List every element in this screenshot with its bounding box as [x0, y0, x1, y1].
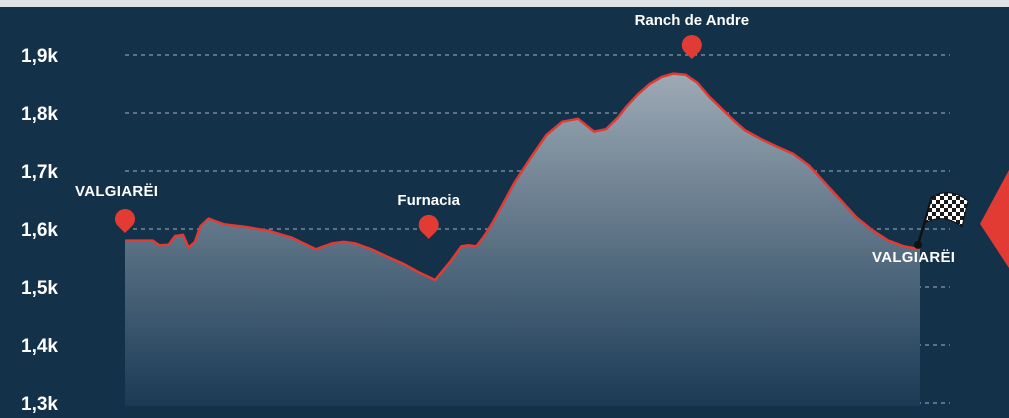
y-tick-label: 1,3k [21, 394, 58, 415]
y-tick-label: 1,7k [21, 162, 58, 183]
y-tick-label: 1,6k [21, 220, 58, 241]
poi-label: Furnacia [397, 192, 460, 209]
annotation-finish: VALGIARËI [872, 170, 1009, 268]
y-tick-label: 1,9k [21, 46, 58, 67]
annotation-poi: Furnacia [397, 192, 461, 239]
annotation-poi: Ranch de Andre [635, 12, 749, 60]
poi-label: Ranch de Andre [635, 12, 749, 29]
start-label: VALGIARËI [75, 183, 158, 200]
top-strip [0, 0, 1009, 7]
map-pin-icon [418, 214, 439, 239]
annotation-layer: VALGIARËI Furnacia Ranch de Andre VALGIARËI [75, 12, 1009, 268]
finish-label: VALGIARËI [872, 249, 955, 266]
map-pin-icon [681, 35, 702, 60]
y-axis-ticks: 1,9k 1,8k 1,7k 1,6k 1,5k 1,4k 1,3k [21, 46, 58, 415]
map-pin-icon [115, 208, 135, 233]
annotation-start: VALGIARËI [75, 183, 158, 233]
y-tick-label: 1,8k [21, 104, 58, 125]
finish-banner [980, 170, 1009, 268]
elevation-area [125, 73, 920, 406]
checkered-flag-icon [924, 192, 969, 228]
y-tick-label: 1,4k [21, 336, 58, 357]
y-tick-label: 1,5k [21, 278, 58, 299]
elevation-line [125, 72, 921, 282]
